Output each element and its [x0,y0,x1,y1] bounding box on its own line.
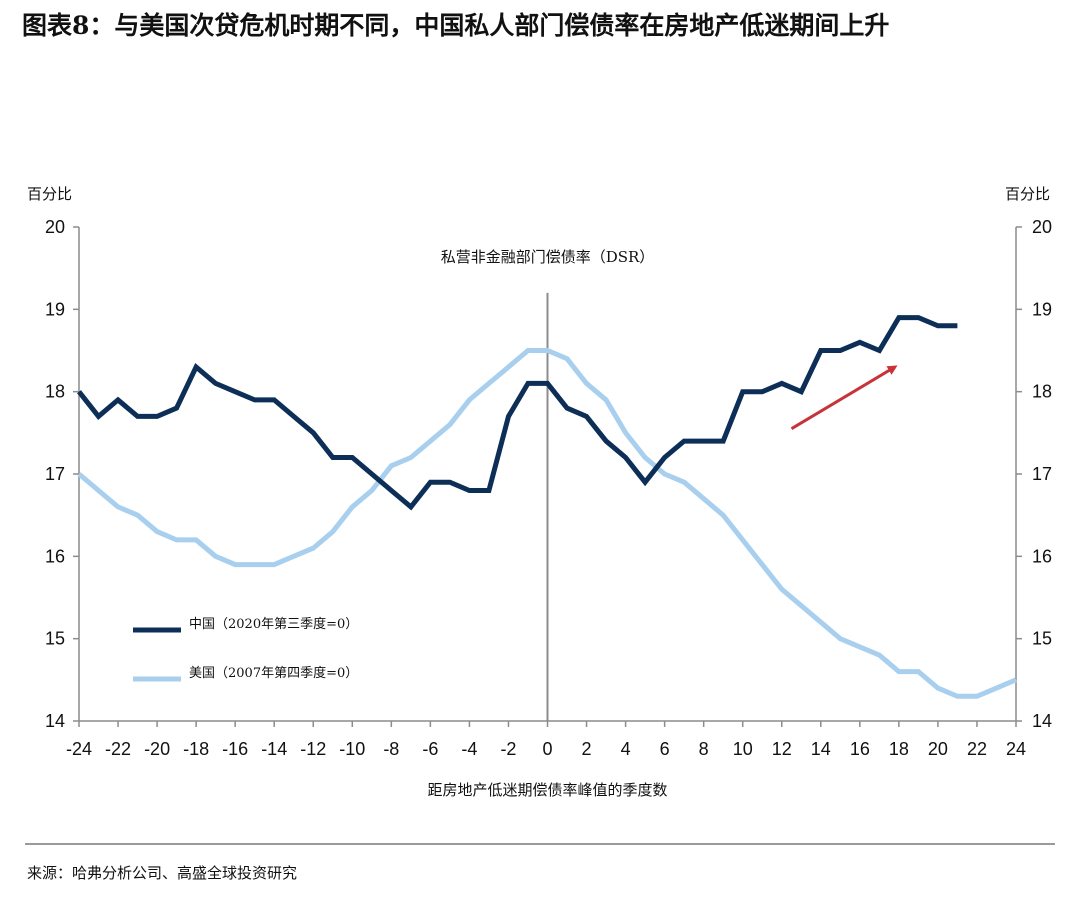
y-tick-label-left: 15 [45,629,65,649]
x-axis-title: 距房地产低迷期偿债率峰值的季度数 [427,781,667,799]
x-tick-label: -8 [383,739,399,759]
x-tick-label: -6 [422,739,438,759]
left-axis-unit: 百分比 [27,185,73,203]
trend-arrow [790,365,898,431]
y-tick-label-right: 19 [1032,299,1052,319]
x-tick-label: -24 [66,739,92,759]
y-tick-label-right: 17 [1032,464,1052,484]
y-tick-label-left: 20 [45,217,65,237]
legend-label-china: 中国（2020年第三季度=0） [189,616,358,632]
x-tick-label: 8 [699,739,709,759]
chart-inner-title: 私营非金融部门偿债率（DSR） [441,248,655,266]
y-tick-label-left: 18 [45,382,65,402]
y-tick-label-left: 14 [45,711,65,731]
y-tick-label-right: 15 [1032,629,1052,649]
legend-label-us: 美国（2007年第四季度=0） [189,665,358,681]
x-tick-label: 6 [660,739,670,759]
y-tick-label-right: 18 [1032,382,1052,402]
x-tick-label: 10 [733,739,753,759]
x-tick-label: -20 [144,739,170,759]
y-tick-label-right: 20 [1032,217,1052,237]
x-tick-label: -12 [300,739,326,759]
y-tick-label-left: 17 [45,464,65,484]
footer-divider [25,843,1055,845]
x-tick-label: 20 [928,739,948,759]
x-tick-label: -2 [500,739,516,759]
x-tick-label: -4 [461,739,477,759]
x-tick-label: 24 [1006,739,1026,759]
x-tick-label: 12 [772,739,792,759]
us-series-line [77,348,1017,699]
x-tick-label: 14 [811,739,831,759]
y-tick-label-right: 14 [1032,711,1052,731]
x-tick-label: 16 [850,739,870,759]
chart-title-heading: 图表8：与美国次贷危机时期不同，中国私人部门偿债率在房地产低迷期间上升 [22,11,890,40]
y-tick-label-left: 16 [45,546,65,566]
x-tick-label: -22 [105,739,131,759]
y-tick-label-right: 16 [1032,546,1052,566]
x-tick-label: 18 [889,739,909,759]
source-note: 来源：哈弗分析公司、高盛全球投资研究 [27,864,298,882]
x-tick-label: 2 [582,739,592,759]
china-series-line [77,315,958,511]
x-tick-label: -14 [261,739,287,759]
x-tick-label: -18 [183,739,209,759]
x-tick-label: 0 [542,739,552,759]
x-tick-label: 4 [621,739,631,759]
y-tick-label-left: 19 [45,299,65,319]
x-tick-label: 22 [967,739,987,759]
x-tick-label: -16 [222,739,248,759]
right-axis-unit: 百分比 [1005,185,1051,203]
x-tick-label: -10 [339,739,365,759]
